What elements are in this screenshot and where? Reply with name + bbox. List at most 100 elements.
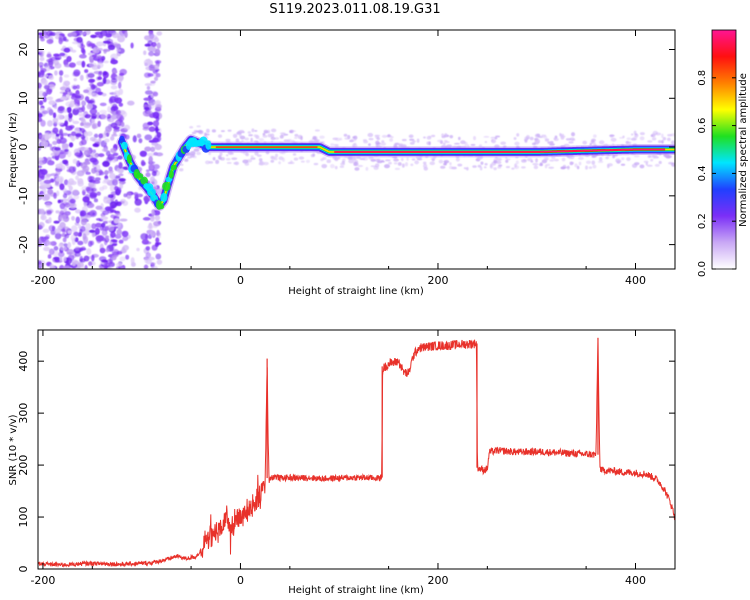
halo-blob <box>390 135 394 139</box>
halo-blob <box>385 159 391 162</box>
halo-blob <box>597 160 604 164</box>
noise-blob <box>116 187 122 194</box>
noise-blob <box>134 207 141 213</box>
noise-blob <box>147 224 154 230</box>
halo-blob <box>484 162 488 166</box>
noise-blob <box>86 248 92 256</box>
noise-blob <box>62 201 70 206</box>
noise-blob <box>58 152 66 159</box>
noise-blob <box>144 35 151 41</box>
halo-blob <box>255 135 260 140</box>
noise-blob <box>44 175 50 180</box>
noise-blob <box>87 52 94 56</box>
noise-blob <box>95 235 104 242</box>
halo-blob <box>248 134 253 137</box>
noise-blob <box>104 225 110 232</box>
halo-blob <box>495 135 501 138</box>
noise-blob <box>63 243 68 247</box>
noise-blob <box>55 177 60 182</box>
ridge-blob <box>121 141 128 150</box>
noise-blob <box>78 113 86 117</box>
noise-blob <box>66 150 72 158</box>
halo-blob <box>352 156 357 161</box>
noise-blob <box>82 233 87 240</box>
noise-blob <box>104 175 109 180</box>
halo-blob <box>514 141 520 146</box>
ridge-blob <box>162 181 171 192</box>
noise-blob <box>102 210 110 216</box>
halo-blob <box>254 129 258 132</box>
halo-blob <box>536 133 540 137</box>
noise-blob <box>72 108 80 116</box>
halo-blob <box>263 129 269 134</box>
halo-blob <box>477 164 482 168</box>
noise-blob <box>89 157 98 163</box>
noise-blob <box>144 257 149 264</box>
noise-blob <box>74 103 78 110</box>
halo-blob <box>257 154 262 157</box>
noise-blob <box>107 194 114 199</box>
halo-blob <box>610 137 617 142</box>
noise-blob <box>72 85 78 90</box>
noise-blob <box>51 132 56 140</box>
noise-blob <box>156 31 163 36</box>
halo-blob <box>293 157 299 161</box>
noise-blob <box>118 162 123 169</box>
halo-blob <box>270 128 277 133</box>
halo-blob <box>251 128 255 133</box>
halo-blob <box>225 138 231 142</box>
halo-blob <box>548 166 555 169</box>
halo-blob <box>270 136 276 141</box>
noise-blob <box>38 157 44 162</box>
noise-blob <box>102 230 107 238</box>
noise-blob <box>97 62 104 69</box>
noise-blob <box>155 104 162 110</box>
halo-blob <box>270 159 275 163</box>
noise-blob <box>51 225 56 231</box>
halo-blob <box>305 159 310 163</box>
noise-blob <box>155 72 161 78</box>
noise-blob <box>121 230 129 238</box>
noise-blob <box>38 165 42 169</box>
halo-blob <box>196 125 201 128</box>
halo-blob <box>258 158 263 162</box>
halo-blob <box>544 138 550 142</box>
halo-blob <box>494 137 498 140</box>
noise-blob <box>120 121 125 128</box>
noise-blob <box>155 152 164 157</box>
noise-blob <box>38 160 46 166</box>
noise-blob <box>66 55 72 63</box>
noise-blob <box>84 114 91 119</box>
halo-blob <box>428 135 432 138</box>
halo-blob <box>232 133 238 138</box>
noise-blob <box>62 265 71 269</box>
halo-blob <box>661 139 664 144</box>
noise-blob <box>130 257 135 265</box>
noise-blob <box>152 91 159 97</box>
halo-blob <box>273 157 278 161</box>
noise-blob <box>72 120 80 125</box>
halo-blob <box>652 130 658 135</box>
noise-blob <box>67 242 72 249</box>
noise-blob <box>54 228 62 234</box>
noise-blob <box>79 54 87 59</box>
halo-blob <box>283 139 289 142</box>
noise-blob <box>153 221 161 227</box>
noise-blob <box>83 255 90 262</box>
noise-blob <box>98 256 107 262</box>
halo-blob <box>633 136 638 141</box>
halo-blob <box>455 157 460 162</box>
colorbar-tick-label: 0.2 <box>697 213 708 229</box>
noise-blob <box>86 131 93 137</box>
spectrogram-ridge <box>116 134 675 212</box>
noise-blob <box>102 160 110 167</box>
halo-blob <box>219 152 223 157</box>
noise-blob <box>98 71 102 77</box>
noise-blob <box>124 31 128 38</box>
halo-blob <box>525 135 530 140</box>
halo-blob <box>505 159 509 163</box>
halo-blob <box>250 155 254 158</box>
colorbar-ramp <box>711 29 737 270</box>
noise-blob <box>142 217 151 221</box>
noise-blob <box>139 150 148 157</box>
